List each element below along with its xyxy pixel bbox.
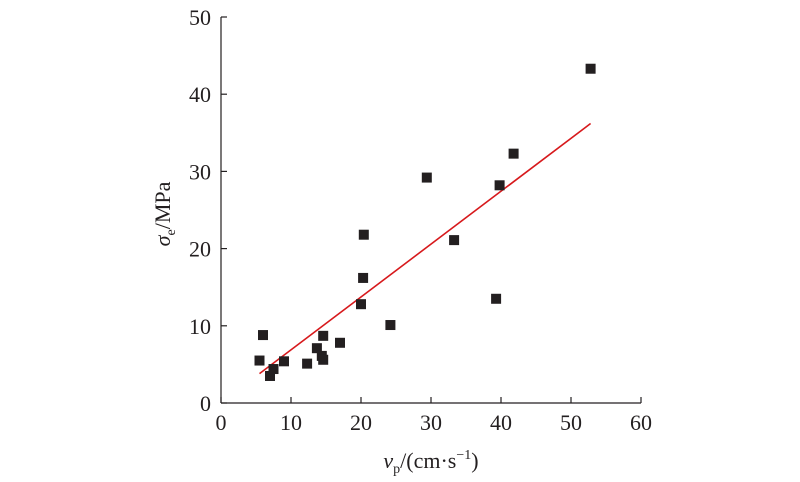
data-point <box>491 293 502 304</box>
y-axis-label-var: σ <box>150 234 175 246</box>
data-point <box>279 356 289 367</box>
data-point <box>318 354 329 365</box>
x-axis-label-var: v <box>383 448 393 473</box>
x-tick-label: 0 <box>216 410 227 435</box>
x-axis-label: vp/(cm·s−1) <box>383 448 478 477</box>
data-point <box>268 364 279 375</box>
data-point <box>421 172 432 183</box>
x-tick-label: 10 <box>280 410 302 435</box>
data-point <box>585 63 596 74</box>
data-point <box>358 229 369 240</box>
y-tick-label: 20 <box>189 237 211 262</box>
data-point <box>385 320 396 331</box>
y-tick-label: 50 <box>189 5 211 30</box>
y-axis-ticks: 0 10 20 30 40 50 <box>189 5 227 416</box>
data-point <box>311 343 322 354</box>
data-point <box>358 272 369 283</box>
data-point <box>494 180 505 191</box>
x-tick-label: 50 <box>560 410 582 435</box>
x-tick-label: 30 <box>420 410 442 435</box>
data-points <box>254 63 596 381</box>
data-point <box>254 355 265 366</box>
y-tick-label: 30 <box>189 159 211 184</box>
y-tick-label: 0 <box>200 391 211 416</box>
x-tick-label: 20 <box>350 410 372 435</box>
y-axis-label-unit: /MPa <box>150 181 175 229</box>
y-tick-label: 10 <box>189 314 211 339</box>
x-axis-ticks: 0 10 20 30 40 50 60 <box>216 397 652 435</box>
x-axis-label-sub: p <box>393 462 400 477</box>
x-tick-label: 60 <box>630 410 652 435</box>
y-axis-label-sub: e <box>164 229 179 235</box>
data-point <box>356 299 366 310</box>
x-axis-label-close: ) <box>471 448 478 473</box>
x-tick-label: 40 <box>490 410 512 435</box>
y-axis-label: σe/MPa <box>150 181 179 246</box>
data-point <box>449 235 460 246</box>
x-axis-label-unit: /(cm·s <box>400 448 456 473</box>
data-point <box>258 330 268 341</box>
data-point <box>318 330 329 341</box>
data-point <box>302 358 313 369</box>
y-tick-label: 40 <box>189 82 211 107</box>
data-point <box>335 337 345 348</box>
data-point <box>508 148 519 159</box>
x-axis-label-sup: −1 <box>456 448 471 463</box>
fit-line <box>259 122 592 375</box>
data-point <box>265 370 275 381</box>
